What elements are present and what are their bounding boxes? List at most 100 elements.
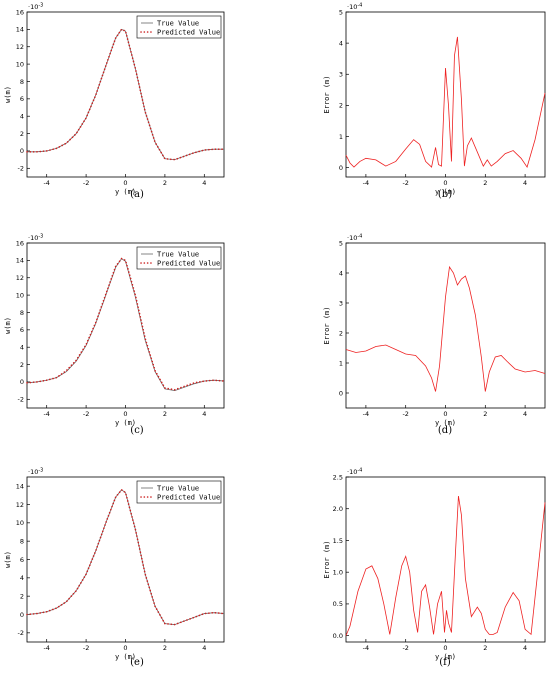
y-tick-label: 0 (20, 611, 24, 619)
x-tick-label: 2 (483, 179, 487, 187)
y-tick-label: 0 (339, 164, 343, 172)
x-tick-label: 4 (523, 644, 527, 652)
y-tick-label: 12 (16, 274, 24, 282)
panel-caption: (e) (130, 657, 144, 668)
legend-label-predicted: Predicted Value (157, 28, 220, 36)
y-tick-label: 2 (20, 130, 24, 138)
series-line-true-value (26, 258, 225, 392)
x-tick-label: 4 (523, 179, 527, 187)
y-tick-label: 14 (16, 482, 24, 490)
series-line-true-value (27, 28, 224, 161)
y-axis-label: Error (m) (323, 541, 331, 579)
y-tick-label: -2 (18, 396, 24, 404)
y-tick-label: -2 (18, 629, 24, 637)
x-tick-label: 2 (163, 410, 167, 418)
y-tick-label: -2 (18, 165, 24, 173)
y-tick-label: 5 (339, 239, 343, 247)
y-tick-label: 12 (16, 501, 24, 509)
sci-exponent: ·10-4 (347, 468, 362, 477)
x-tick-label: -2 (402, 179, 408, 187)
y-tick-label: 0 (339, 389, 343, 397)
panel-c: -4 -2 0 2 4 -2 0 2 4 6 8 10 12 14 16 ·10-3 y (m) w(m) True… (4, 234, 225, 436)
series-line-error (345, 36, 546, 168)
y-tick-label: 0.5 (333, 600, 343, 608)
y-tick-label: 2 (20, 361, 24, 369)
panel-d: -4 -2 0 2 4 0 1 2 3 4 5 ·10-4 y (m) Error (m) (d) (323, 234, 546, 436)
x-tick-label: 0 (443, 410, 447, 418)
x-tick-label: 4 (202, 410, 206, 418)
x-tick-label: -2 (83, 644, 89, 652)
y-axis-label: w(m) (4, 551, 12, 568)
legend-label-true: True Value (157, 250, 199, 258)
x-tick-label: -4 (363, 410, 369, 418)
legend-label-predicted: Predicted Value (157, 259, 220, 267)
series-line-predicted-value (26, 28, 225, 161)
y-tick-label: 1.0 (333, 568, 343, 576)
plot-frame (345, 242, 546, 409)
y-tick-label: 0 (20, 147, 24, 155)
y-tick-label: 4 (339, 269, 343, 277)
x-axis-label: y (m) (115, 653, 136, 661)
y-tick-label: 10 (16, 60, 24, 68)
y-tick-label: 2 (20, 592, 24, 600)
y-axis-label: Error (m) (323, 307, 331, 345)
y-tick-label: 4 (20, 344, 24, 352)
y-tick-label: 6 (20, 556, 24, 564)
y-tick-label: 6 (20, 326, 24, 334)
x-tick-label: -4 (43, 644, 49, 652)
x-tick-label: 2 (163, 179, 167, 187)
panel-b: -4 -2 0 2 4 0 1 2 3 4 5 ·10-4 y (m) Error (m) (b) (323, 3, 546, 200)
x-tick-label: -4 (43, 410, 49, 418)
x-tick-label: -2 (402, 410, 408, 418)
y-tick-label: 1 (339, 359, 343, 367)
panel-caption: (f) (439, 657, 451, 668)
panel-caption: (a) (130, 189, 144, 200)
legend-box (136, 480, 222, 504)
x-tick-label: -4 (43, 179, 49, 187)
panel-caption: (c) (130, 425, 144, 436)
legend-box (136, 246, 222, 270)
x-tick-label: 0 (123, 179, 127, 187)
y-tick-label: 4 (20, 574, 24, 582)
x-tick-label: -2 (83, 410, 89, 418)
x-axis-label: y (m) (115, 419, 136, 427)
y-tick-label: 14 (16, 257, 24, 265)
y-tick-label: 2 (339, 329, 343, 337)
y-tick-label: 0 (20, 378, 24, 386)
panel-f: -4 -2 0 2 4 0.0 0.5 1.0 1.5 2.0 2.5 ·10-4 y (m) Error… (323, 468, 546, 668)
sci-exponent: ·10-4 (347, 3, 362, 12)
series-line-true-value (26, 489, 225, 625)
y-axis-label: w(m) (4, 86, 12, 103)
x-axis-label: y (m) (435, 419, 456, 427)
y-tick-label: 1.5 (333, 537, 343, 545)
y-tick-label: 4 (339, 39, 343, 47)
y-tick-label: 4 (20, 113, 24, 121)
y-tick-label: 2.5 (333, 473, 343, 481)
x-tick-label: 2 (483, 644, 487, 652)
x-tick-label: -4 (363, 644, 369, 652)
x-tick-label: -2 (402, 644, 408, 652)
x-tick-label: 4 (523, 410, 527, 418)
y-tick-label: 6 (20, 95, 24, 103)
panel-e: -4 -2 0 2 4 -2 0 2 4 6 8 10 12 14 ·10-3 y (m) w(m) True V… (4, 468, 225, 668)
panel-caption: (b) (438, 189, 452, 200)
y-tick-label: 2.0 (333, 505, 343, 513)
x-tick-label: 0 (443, 179, 447, 187)
y-tick-label: 0.0 (333, 632, 343, 640)
series-line-predicted-value (26, 488, 225, 626)
series-line-error (345, 265, 546, 392)
x-tick-label: 4 (202, 179, 206, 187)
y-tick-label: 3 (339, 299, 343, 307)
series-line-predicted-value (26, 257, 225, 391)
y-tick-label: 16 (16, 8, 24, 16)
y-tick-label: 1 (339, 133, 343, 141)
sci-exponent: ·10-3 (28, 3, 43, 12)
legend-label-predicted: Predicted Value (157, 493, 220, 501)
y-axis-label: w(m) (4, 317, 12, 334)
legend-label-true: True Value (157, 19, 199, 27)
y-tick-label: 2 (339, 102, 343, 110)
y-tick-label: 5 (339, 8, 343, 16)
